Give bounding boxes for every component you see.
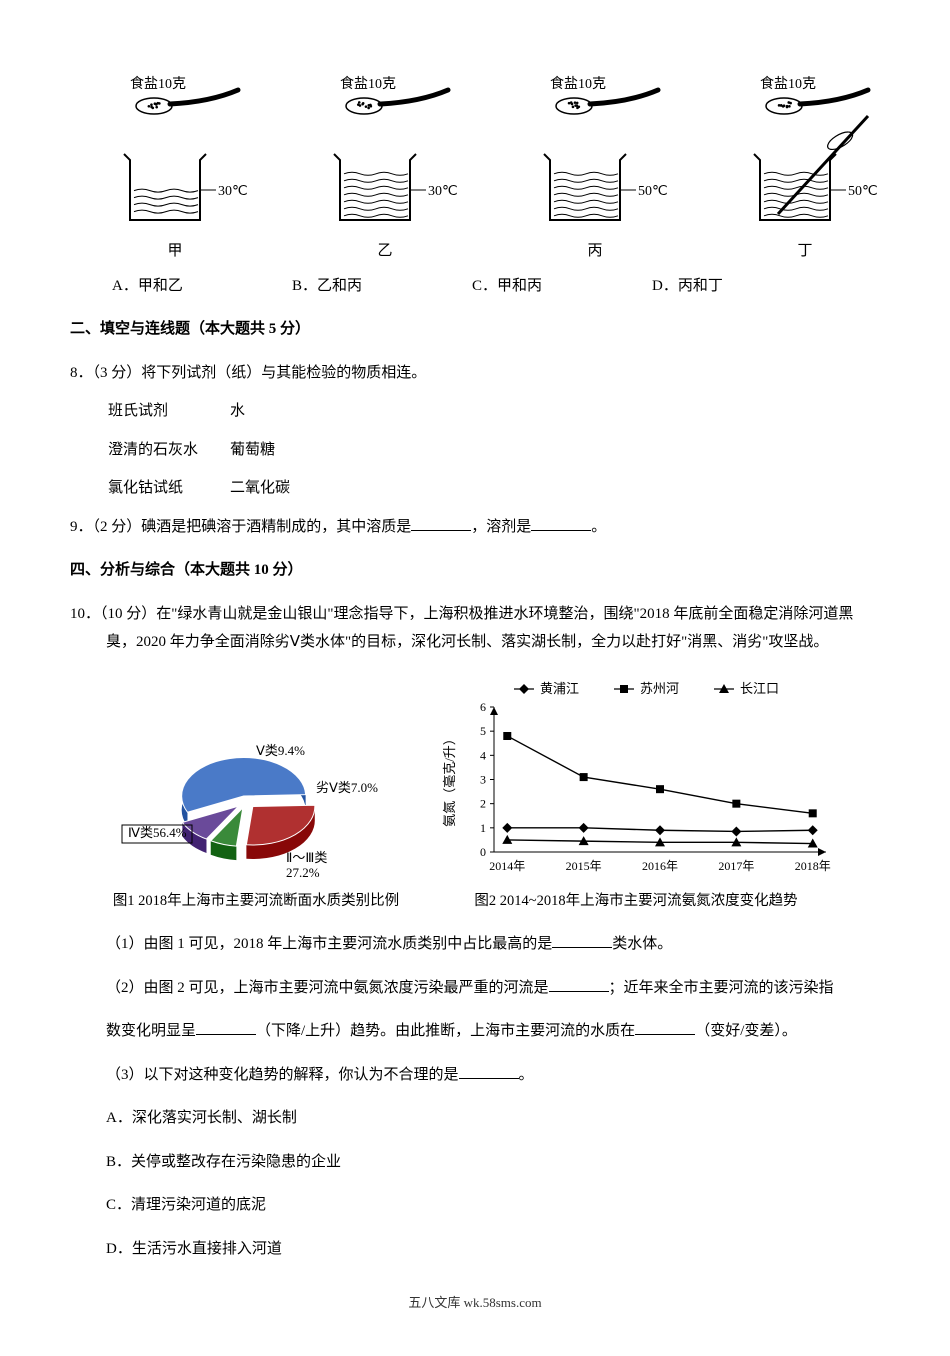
svg-text:0: 0	[480, 845, 486, 859]
q9-blank-1[interactable]	[411, 513, 471, 531]
section-4-heading: 四、分析与综合（本大题共 10 分）	[70, 556, 880, 585]
svg-text:劣Ⅴ类7.0%: 劣Ⅴ类7.0%	[316, 780, 378, 795]
q10-sub1-pre: （1）由图 1 可见，2018 年上海市主要河流水质类别中占比最高的是	[106, 936, 552, 952]
q10-sub1-blank[interactable]	[552, 931, 612, 949]
q10-sub2-line1: （2）由图 2 可见，上海市主要河流中氨氮浓度污染最严重的河流是 ；近年来全市主要…	[106, 974, 880, 1003]
svg-text:3: 3	[480, 772, 486, 786]
svg-text:2016年: 2016年	[642, 859, 678, 873]
q10-sub2-blank1[interactable]	[549, 974, 609, 992]
q10-sub1-post: 类水体。	[612, 936, 672, 952]
q10-sub2-blank3[interactable]	[635, 1018, 695, 1036]
q7-option-d: D．丙和丁	[652, 272, 792, 301]
q10-stem: 10．（10 分）在"绿水青山就是金山银山"理念指导下，上海积极推进水环境整治，…	[70, 600, 880, 657]
q10-sub1: （1）由图 1 可见，2018 年上海市主要河流水质类别中占比最高的是 类水体。	[106, 930, 880, 959]
q10-sub3-pre: （3）以下对这种变化趋势的解释，你认为不合理的是	[106, 1067, 459, 1083]
svg-text:食盐10克: 食盐10克	[130, 75, 186, 92]
q7-option-b: B．乙和丙	[292, 272, 472, 301]
svg-text:食盐10克: 食盐10克	[340, 75, 396, 92]
svg-text:2018年: 2018年	[795, 859, 831, 873]
svg-text:2017年: 2017年	[718, 859, 754, 873]
svg-text:30℃: 30℃	[428, 184, 458, 199]
q9-mid: ，溶剂是	[471, 519, 531, 535]
q10-sub2-c: 数变化明显呈	[106, 1023, 196, 1039]
q8-left: 澄清的石灰水	[108, 432, 228, 469]
svg-text:50℃: 50℃	[848, 184, 878, 199]
q10-sub2-e: （变好/变差）。	[695, 1023, 797, 1039]
q8-right: 水	[230, 393, 320, 430]
beaker-丙: 食盐10克 50℃ 丙	[520, 70, 670, 266]
page-footer: 五八文库 wk.58sms.com	[70, 1291, 880, 1316]
svg-text:5: 5	[480, 724, 486, 738]
svg-text:2015年: 2015年	[566, 859, 602, 873]
q10-stem-text: 10．（10 分）在"绿水青山就是金山银山"理念指导下，上海积极推进水环境整治，…	[70, 600, 880, 657]
q10-opt-c: C．清理污染河道的底泥	[106, 1191, 880, 1220]
beaker-甲: 食盐10克 30℃ 甲	[100, 70, 250, 266]
section-2-heading: 二、填空与连线题（本大题共 5 分）	[70, 315, 880, 344]
q10-sub3: （3）以下对这种变化趋势的解释，你认为不合理的是 。	[106, 1061, 880, 1090]
q8-right: 二氧化碳	[230, 470, 320, 507]
q10-opt-a: A．深化落实河长制、湖长制	[106, 1104, 880, 1133]
fig2-line: 黄浦江 苏州河 长江口 0 1 2 3 4 5 6 氨氮（毫克/升） 2014年 2015年 2016年 2…	[436, 677, 836, 916]
svg-text:2: 2	[480, 796, 486, 810]
q8-pairs: 班氏试剂水澄清的石灰水葡萄糖氯化钴试纸二氧化碳	[106, 391, 322, 509]
q10-sub2-d: （下降/上升）趋势。由此推断，上海市主要河流的水质在	[256, 1023, 635, 1039]
svg-text:黄浦江: 黄浦江	[540, 681, 579, 696]
svg-text:Ⅴ类9.4%: Ⅴ类9.4%	[256, 743, 305, 758]
q10-figures: Ⅳ类56.4% Ⅱ～Ⅲ类27.2% 劣Ⅴ类7.0% Ⅴ类9.4% 图1 2018年上海…	[106, 677, 880, 916]
q8-stem: 8．（3 分）将下列试剂（纸）与其能检验的物质相连。	[70, 359, 880, 388]
svg-text:50℃: 50℃	[638, 184, 668, 199]
svg-text:2014年: 2014年	[489, 859, 525, 873]
svg-text:长江口: 长江口	[740, 681, 779, 696]
svg-text:4: 4	[480, 748, 486, 762]
pie-chart: Ⅳ类56.4% Ⅱ～Ⅲ类27.2% 劣Ⅴ类7.0% Ⅴ类9.4%	[106, 707, 406, 882]
beaker-diagram-row: 食盐10克 30℃ 甲 食盐10克 30℃ 乙 食盐10克 50℃ 丙 食盐10…	[100, 70, 880, 266]
q10-sub2-b: ；近年来全市主要河流的该污染指	[609, 980, 834, 996]
svg-text:氨氮（毫克/升）: 氨氮（毫克/升）	[442, 732, 457, 827]
q10-opt-b: B．关停或整改存在污染隐患的企业	[106, 1148, 880, 1177]
q9-stem: 9．（2 分）碘酒是把碘溶于酒精制成的，其中溶质是 ，溶剂是 。	[70, 513, 880, 542]
svg-text:6: 6	[480, 700, 486, 714]
q10-sub2-a: （2）由图 2 可见，上海市主要河流中氨氮浓度污染最严重的河流是	[106, 980, 549, 996]
fig2-caption: 图2 2014~2018年上海市主要河流氨氮浓度变化趋势	[474, 888, 797, 916]
q10-opt-d: D．生活污水直接排入河道	[106, 1235, 880, 1264]
q9-blank-2[interactable]	[531, 513, 591, 531]
q8-left: 班氏试剂	[108, 393, 228, 430]
q9-post: 。	[591, 519, 606, 535]
q10-sub2-blank2[interactable]	[196, 1018, 256, 1036]
q10-sub3-blank[interactable]	[459, 1061, 519, 1079]
q8-right: 葡萄糖	[230, 432, 320, 469]
q8-left: 氯化钴试纸	[108, 470, 228, 507]
svg-text:食盐10克: 食盐10克	[760, 75, 816, 92]
q7-option-a: A．甲和乙	[112, 272, 292, 301]
beaker-乙: 食盐10克 30℃ 乙	[310, 70, 460, 266]
q10-sub3-post: 。	[519, 1067, 534, 1083]
fig1-pie: Ⅳ类56.4% Ⅱ～Ⅲ类27.2% 劣Ⅴ类7.0% Ⅴ类9.4% 图1 2018年上海…	[106, 707, 406, 916]
fig1-caption: 图1 2018年上海市主要河流断面水质类别比例	[113, 888, 399, 916]
svg-text:Ⅳ类56.4%: Ⅳ类56.4%	[128, 825, 187, 840]
svg-text:苏州河: 苏州河	[640, 681, 679, 696]
svg-text:Ⅱ～Ⅲ类: Ⅱ～Ⅲ类	[286, 850, 327, 865]
q9-pre: 9．（2 分）碘酒是把碘溶于酒精制成的，其中溶质是	[70, 519, 411, 535]
line-chart: 黄浦江 苏州河 长江口 0 1 2 3 4 5 6 氨氮（毫克/升） 2014年 2015年 2016年 2…	[436, 677, 836, 882]
q7-options: A．甲和乙 B．乙和丙 C．甲和丙 D．丙和丁	[112, 272, 880, 301]
svg-text:27.2%: 27.2%	[286, 865, 320, 880]
beaker-丁: 食盐10克 50℃ 丁	[730, 70, 880, 266]
svg-text:1: 1	[480, 820, 486, 834]
q10-sub2-line2: 数变化明显呈 （下降/上升）趋势。由此推断，上海市主要河流的水质在 （变好/变差）。	[106, 1017, 880, 1046]
svg-text:30℃: 30℃	[218, 184, 248, 199]
svg-text:食盐10克: 食盐10克	[550, 75, 606, 92]
q7-option-c: C．甲和丙	[472, 272, 652, 301]
